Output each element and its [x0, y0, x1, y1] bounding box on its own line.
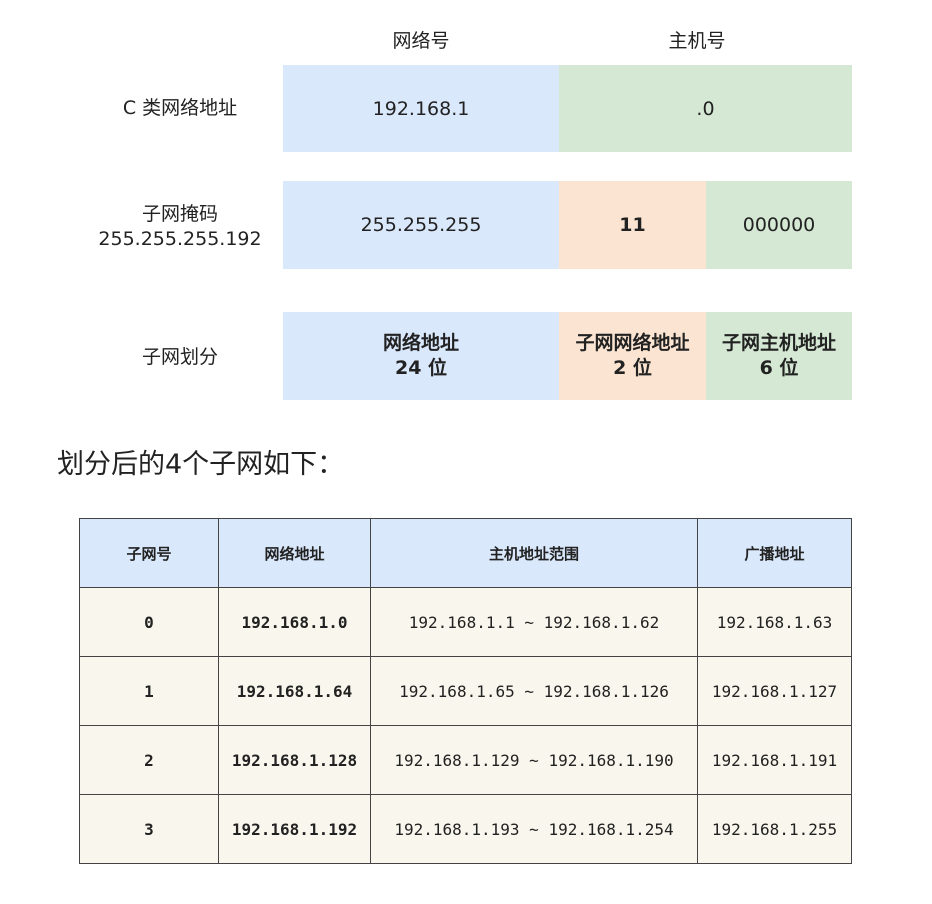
host-part-header: 主机号	[668, 30, 726, 52]
division-network-cell: 网络地址 24 位	[283, 312, 559, 400]
table-row: 2 192.168.1.128 192.168.1.129 ~ 192.168.…	[79, 725, 852, 795]
col-network-address: 网络地址	[218, 518, 371, 588]
subnet-mask-label-value: 255.255.255.192	[98, 228, 262, 250]
class-c-network-cell: 192.168.1	[283, 65, 559, 152]
division-subnet-cell: 子网网络地址 2 位	[559, 312, 706, 400]
broadcast-address-cell: 192.168.1.63	[697, 587, 852, 657]
class-c-label: C 类网络地址	[122, 97, 238, 119]
division-network-title: 网络地址	[382, 332, 459, 354]
col-broadcast-address: 广播地址	[697, 518, 852, 588]
broadcast-address-cell: 192.168.1.255	[697, 794, 852, 864]
network-address-cell: 192.168.1.128	[218, 725, 371, 795]
division-network-bits: 24 位	[394, 357, 448, 379]
table-row: 1 192.168.1.64 192.168.1.65 ~ 192.168.1.…	[79, 656, 852, 726]
subnet-id-cell: 0	[79, 587, 219, 657]
host-range-cell: 192.168.1.65 ~ 192.168.1.126	[370, 656, 698, 726]
col-host-range: 主机地址范围	[370, 518, 698, 588]
subnet-mask-label-title: 子网掩码	[141, 203, 218, 225]
subnets-caption: 划分后的4个子网如下：	[57, 449, 345, 480]
subnet-table: 子网号 网络地址 主机地址范围 广播地址 0 192.168.1.0 192.1…	[79, 518, 852, 864]
table-row: 0 192.168.1.0 192.168.1.1 ~ 192.168.1.62…	[79, 587, 852, 657]
subnet-id-cell: 1	[79, 656, 219, 726]
division-host-cell: 子网主机地址 6 位	[706, 312, 852, 400]
subnet-id-cell: 3	[79, 794, 219, 864]
mask-host-bits-cell: 000000	[706, 181, 852, 269]
network-part-header: 网络号	[392, 30, 450, 52]
network-address-cell: 192.168.1.192	[218, 794, 371, 864]
broadcast-address-cell: 192.168.1.191	[697, 725, 852, 795]
subnet-division-label: 子网划分	[141, 346, 218, 368]
col-subnet-id: 子网号	[79, 518, 219, 588]
table-header-row: 子网号 网络地址 主机地址范围 广播地址	[79, 518, 852, 588]
network-address-cell: 192.168.1.0	[218, 587, 371, 657]
broadcast-address-cell: 192.168.1.127	[697, 656, 852, 726]
division-host-bits: 6 位	[759, 357, 799, 379]
table-row: 3 192.168.1.192 192.168.1.193 ~ 192.168.…	[79, 794, 852, 864]
division-subnet-title: 子网网络地址	[575, 332, 690, 354]
mask-network-cell: 255.255.255	[283, 181, 559, 269]
division-host-title: 子网主机地址	[721, 332, 836, 354]
host-range-cell: 192.168.1.129 ~ 192.168.1.190	[370, 725, 698, 795]
subnet-mask-label: 子网掩码 255.255.255.192	[60, 202, 300, 252]
network-address-cell: 192.168.1.64	[218, 656, 371, 726]
division-subnet-bits: 2 位	[613, 357, 652, 379]
mask-subnet-bits-cell: 11	[559, 181, 706, 269]
host-range-cell: 192.168.1.193 ~ 192.168.1.254	[370, 794, 698, 864]
subnet-id-cell: 2	[79, 725, 219, 795]
host-range-cell: 192.168.1.1 ~ 192.168.1.62	[370, 587, 698, 657]
class-c-host-cell: .0	[559, 65, 852, 152]
